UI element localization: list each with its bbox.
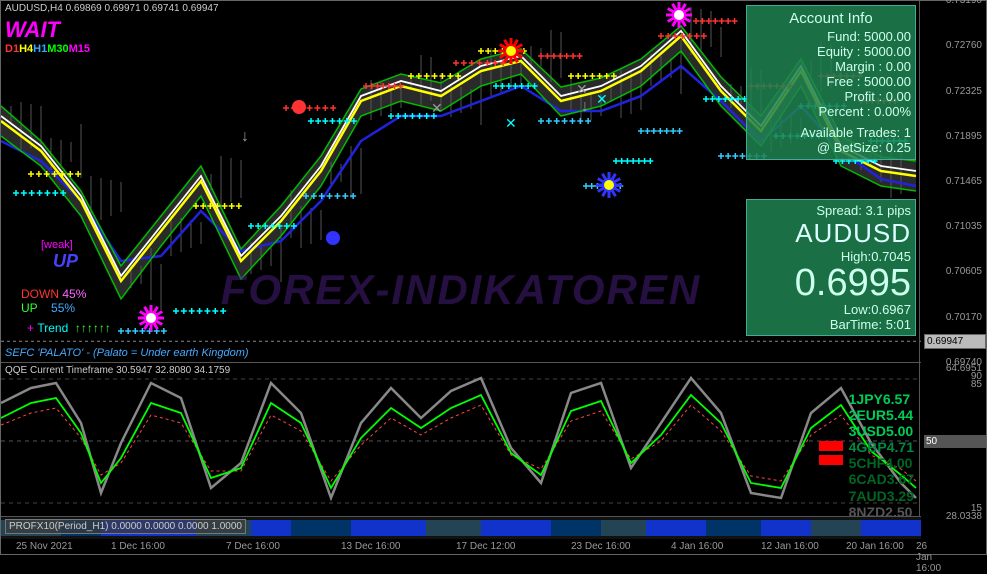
account-row: @ BetSize: 0.25 <box>751 140 911 155</box>
current-price-marker: 0.69947 <box>924 334 986 349</box>
svg-text:↓: ↓ <box>241 128 249 145</box>
strength-row: 4GBP4.71 <box>849 439 914 455</box>
time-tick: 26 Jan 16:00 <box>916 541 941 574</box>
account-row: Percent : 0.00% <box>751 104 911 119</box>
svg-text:✕: ✕ <box>505 115 517 131</box>
account-title: Account Info <box>751 10 911 27</box>
indicator-axis: 64.69519085501528.0338 <box>919 363 986 517</box>
percent-lines: DOWN 45% UP 55% <box>21 287 86 315</box>
strength-row: 3USD5.00 <box>849 423 914 439</box>
svg-text:✕: ✕ <box>431 100 443 116</box>
qqe-panel[interactable] <box>1 363 921 517</box>
current-price: 0.6995 <box>751 264 911 302</box>
ind-tick: 50 <box>924 435 986 448</box>
account-info-panel: Account Info Fund: 5000.00Equity : 5000.… <box>746 5 916 160</box>
qqe-title: QQE Current Timeframe 30.5947 32.8080 34… <box>5 365 230 376</box>
price-tick: 0.71465 <box>946 176 982 187</box>
timeframe-labels: D1H4H1M30M15 <box>5 43 90 55</box>
spread-value: Spread: 3.1 pips <box>751 203 911 218</box>
time-tick: 23 Dec 16:00 <box>571 541 631 552</box>
pair-name: AUDUSD <box>751 218 911 249</box>
time-tick: 13 Dec 16:00 <box>341 541 401 552</box>
strength-marker-2 <box>819 455 843 465</box>
price-axis: 0.73190 0.72760 0.72325 0.71895 0.71465 0.710… <box>919 1 986 363</box>
sefc-caption: SEFC 'PALATO' - (Palato = Under earth Ki… <box>5 347 249 359</box>
profx-label: PROFX10(Period_H1) 0.0000 0.0000 0.0000 … <box>5 519 246 534</box>
chart-title: AUDUSD,H4 0.69869 0.69971 0.69741 0.6994… <box>5 3 219 14</box>
time-axis: 25 Nov 2021 1 Dec 16:00 7 Dec 16:00 13 Dec … <box>1 539 921 556</box>
weak-label: [weak] <box>41 239 73 251</box>
down-pct: 45% <box>62 287 86 301</box>
time-tick: 20 Jan 16:00 <box>846 541 904 552</box>
account-row: Fund: 5000.00 <box>751 29 911 44</box>
bartime-label: BarTime: 5:01 <box>751 317 911 332</box>
account-row: Free : 5000.00 <box>751 74 911 89</box>
account-row: Margin : 0.00 <box>751 59 911 74</box>
account-row: Equity : 5000.00 <box>751 44 911 59</box>
price-tick: 0.72760 <box>946 40 982 51</box>
currency-strength: 1JPY6.572EUR5.443USD5.004GBP4.715CHF4.00… <box>849 391 914 520</box>
price-tick: 0.71035 <box>946 221 982 232</box>
down-label: DOWN <box>21 287 59 301</box>
svg-text:✕: ✕ <box>576 81 588 97</box>
price-tick: 0.71895 <box>946 131 982 142</box>
time-tick: 7 Dec 16:00 <box>226 541 280 552</box>
strength-row: 5CHF4.00 <box>849 455 914 471</box>
price-tick: 0.73190 <box>946 0 982 6</box>
low-label: Low:0.6967 <box>751 302 911 317</box>
time-tick: 12 Jan 16:00 <box>761 541 819 552</box>
trend-row: + Trend ↑↑↑↑↑↑ <box>27 321 111 335</box>
symbol-label: AUDUSD,H4 <box>5 3 63 14</box>
spread-panel: Spread: 3.1 pips AUDUSD High:0.7045 0.69… <box>746 199 916 336</box>
svg-text:✕: ✕ <box>596 91 608 107</box>
strength-row: 2EUR5.44 <box>849 407 914 423</box>
time-tick: 17 Dec 12:00 <box>456 541 516 552</box>
trend-label: Trend <box>37 321 68 335</box>
time-tick: 4 Jan 16:00 <box>671 541 723 552</box>
account-row: Available Trades: 1 <box>751 125 911 140</box>
account-row: Profit : 0.00 <box>751 89 911 104</box>
strength-row: 6CAD3.67 <box>849 471 914 487</box>
up-label: UP <box>21 301 38 315</box>
svg-text:↓: ↓ <box>581 98 589 115</box>
price-tick: 0.70605 <box>946 266 982 277</box>
up-pct: 55% <box>51 301 75 315</box>
price-tick: 0.70170 <box>946 312 982 323</box>
ind-tick: 85 <box>971 379 982 390</box>
wait-badge: WAIT <box>5 17 60 43</box>
price-tick: 0.72325 <box>946 86 982 97</box>
time-tick: 25 Nov 2021 <box>16 541 73 552</box>
ohlc-label: 0.69869 0.69971 0.69741 0.69947 <box>66 3 219 14</box>
up-indicator: UP <box>53 251 78 272</box>
strength-row: 1JPY6.57 <box>849 391 914 407</box>
time-tick: 1 Dec 16:00 <box>111 541 165 552</box>
ind-tick: 28.0338 <box>946 511 982 522</box>
strength-marker-1 <box>819 441 843 451</box>
qqe-svg <box>1 363 921 517</box>
strength-row: 7AUD3.29 <box>849 488 914 504</box>
